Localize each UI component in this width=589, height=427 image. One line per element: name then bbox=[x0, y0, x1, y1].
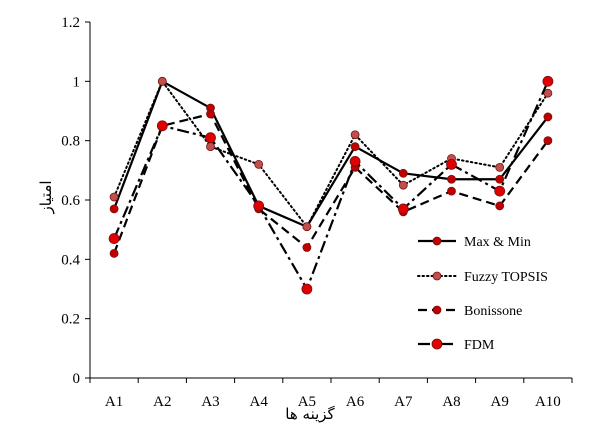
data-point bbox=[253, 200, 265, 212]
x-tick-label: A6 bbox=[346, 394, 365, 410]
series-fdm bbox=[108, 75, 554, 295]
chart-series bbox=[108, 75, 554, 295]
data-point bbox=[495, 201, 505, 211]
data-point bbox=[494, 185, 506, 197]
data-point bbox=[254, 159, 264, 169]
data-point bbox=[109, 192, 119, 202]
data-point bbox=[206, 109, 215, 119]
chart-axes bbox=[89, 22, 572, 379]
x-tick-label: A3 bbox=[201, 394, 219, 410]
x-tick-label: A1 bbox=[105, 394, 123, 410]
data-point bbox=[350, 142, 360, 152]
data-point bbox=[157, 76, 167, 86]
data-point bbox=[302, 222, 312, 232]
series-line bbox=[113, 112, 549, 254]
x-tick-label: A2 bbox=[153, 394, 171, 410]
y-tick-label: 0.6 bbox=[61, 193, 80, 209]
data-point bbox=[156, 120, 168, 132]
x-tick-label: A8 bbox=[442, 394, 460, 410]
y-tick-label: 1 bbox=[73, 74, 81, 90]
data-point bbox=[446, 158, 457, 170]
legend-marker bbox=[431, 338, 443, 350]
y-tick-label: 1.2 bbox=[61, 15, 80, 31]
data-point bbox=[302, 243, 312, 252]
data-point bbox=[109, 204, 119, 214]
series-fuzzy-topsis bbox=[109, 76, 553, 232]
data-point bbox=[109, 248, 119, 258]
y-tick-label: 0.2 bbox=[61, 312, 80, 328]
legend-marker bbox=[432, 236, 442, 246]
data-point bbox=[108, 233, 120, 244]
legend-label: FDM bbox=[464, 338, 495, 353]
series-line bbox=[113, 80, 549, 228]
data-point bbox=[542, 75, 554, 87]
x-axis-ticks: A1 A2 A3 A4 A5 A6 A7 A8 A9 A10 bbox=[89, 378, 573, 410]
y-axis-ticks: 0 0.2 0.4 0.6 0.8 1 1.2 bbox=[61, 15, 90, 387]
data-point bbox=[398, 168, 408, 178]
y-axis-title: امتیاز bbox=[37, 180, 55, 214]
x-tick-label: A10 bbox=[535, 394, 561, 410]
chart-legend: Max & Min Fuzzy TOPSIS Bonissone FDM bbox=[417, 235, 548, 353]
data-point bbox=[543, 136, 553, 146]
data-point bbox=[543, 88, 553, 98]
data-point bbox=[350, 130, 360, 140]
data-point bbox=[495, 174, 505, 184]
series-line bbox=[113, 80, 549, 291]
data-point bbox=[447, 174, 456, 184]
x-tick-label: A4 bbox=[250, 394, 269, 410]
data-point bbox=[495, 162, 505, 172]
legend-label: Fuzzy TOPSIS bbox=[464, 270, 548, 285]
y-tick-label: 0.4 bbox=[61, 252, 80, 268]
legend-label: Bonissone bbox=[464, 304, 522, 319]
data-point bbox=[543, 112, 553, 122]
data-point bbox=[206, 142, 215, 152]
legend-marker bbox=[432, 305, 442, 315]
y-tick-label: 0 bbox=[73, 371, 81, 387]
legend-label: Max & Min bbox=[464, 235, 531, 250]
data-point bbox=[447, 186, 456, 196]
y-tick-label: 0.8 bbox=[61, 134, 80, 150]
x-axis-title: گزینه ها bbox=[285, 405, 335, 423]
x-tick-label: A7 bbox=[394, 394, 413, 410]
series-line bbox=[113, 80, 549, 228]
x-tick-label: A5 bbox=[298, 394, 316, 410]
legend-marker bbox=[432, 271, 442, 281]
data-point bbox=[397, 203, 409, 215]
data-point bbox=[301, 283, 313, 295]
data-point bbox=[205, 132, 216, 144]
data-point bbox=[349, 156, 361, 167]
data-point bbox=[398, 180, 408, 190]
x-tick-label: A9 bbox=[491, 394, 509, 410]
